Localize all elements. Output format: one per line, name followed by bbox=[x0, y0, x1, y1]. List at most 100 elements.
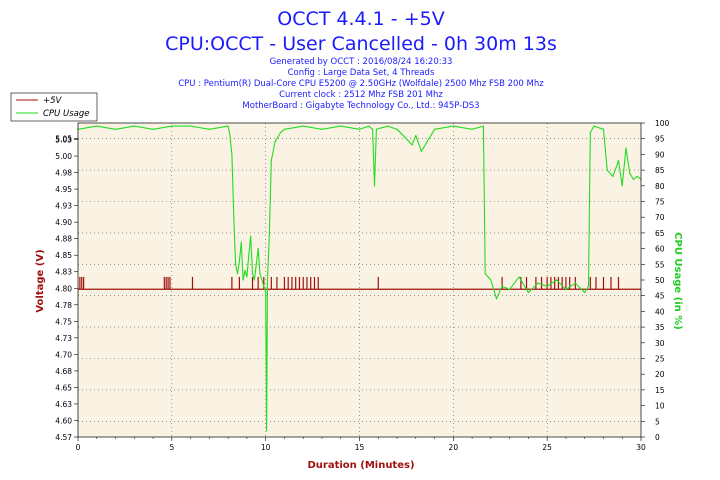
cpu-usage-point bbox=[340, 125, 342, 127]
y-right-tick-label: 15 bbox=[655, 386, 665, 395]
x-tick-label: 5 bbox=[169, 443, 174, 452]
y-right-tick-label: 5 bbox=[655, 417, 660, 426]
cpu-usage-point bbox=[426, 141, 428, 143]
y-left-tick-label: 4.63 bbox=[55, 400, 72, 409]
cpu-usage-point bbox=[235, 263, 237, 265]
cpu-usage-point bbox=[565, 288, 567, 291]
cpu-usage-point bbox=[266, 279, 269, 281]
y-left-tick-label: 4.75 bbox=[55, 317, 72, 326]
y-left-tick-label: 4.73 bbox=[55, 334, 72, 343]
cpu-usage-point bbox=[495, 298, 498, 300]
cpu-usage-point bbox=[621, 185, 623, 187]
cpu-usage-point bbox=[171, 125, 173, 127]
cpu-usage-point bbox=[405, 138, 408, 140]
cpu-usage-point bbox=[537, 282, 539, 284]
cpu-usage-point bbox=[625, 147, 627, 149]
cpu-usage-point bbox=[471, 128, 473, 130]
cpu-usage-point bbox=[484, 273, 486, 275]
cpu-usage-point bbox=[433, 128, 436, 130]
cpu-usage-point bbox=[265, 291, 267, 294]
legend: +5V CPU Usage bbox=[10, 92, 98, 122]
cpu-usage-point bbox=[190, 125, 192, 127]
cpu-usage-point bbox=[114, 128, 117, 130]
y-right-tick-label: 65 bbox=[655, 229, 665, 238]
x-tick-label: 20 bbox=[449, 443, 459, 452]
y-right-tick-label: 50 bbox=[655, 276, 665, 285]
y-left-tick-label: 4.90 bbox=[55, 218, 72, 227]
cpu-usage-point bbox=[584, 291, 586, 294]
cpu-usage-point bbox=[251, 273, 254, 275]
cpu-usage-point bbox=[133, 125, 135, 127]
y-right-tick-label: 45 bbox=[655, 292, 665, 301]
cpu-usage-point bbox=[229, 134, 231, 137]
y-right-tick-label: 40 bbox=[655, 307, 665, 316]
x-tick-label: 30 bbox=[636, 443, 646, 452]
cpu-usage-point bbox=[546, 285, 548, 287]
y-right-tick-label: 100 bbox=[655, 119, 670, 128]
y-left-tick-label: 5.05 bbox=[55, 135, 72, 144]
y-left-tick-label: 4.70 bbox=[55, 350, 72, 359]
cpu-usage-point bbox=[96, 125, 98, 127]
cpu-usage-point bbox=[629, 172, 631, 174]
cpu-usage-point bbox=[263, 285, 265, 287]
info-line-motherboard: MotherBoard : Gigabyte Technology Co., L… bbox=[242, 101, 479, 111]
cpu-usage-point bbox=[244, 269, 246, 272]
cpu-usage-point bbox=[238, 260, 240, 262]
cpu-usage-point bbox=[482, 125, 484, 127]
cpu-usage-point bbox=[420, 150, 423, 152]
y-left-tick-label: 4.88 bbox=[55, 235, 72, 244]
info-line-cpu: CPU : Pentium(R) Dual-Core CPU E5200 @ 2… bbox=[178, 79, 544, 89]
legend-box bbox=[10, 92, 98, 122]
cpu-usage-point bbox=[253, 279, 256, 281]
x-axis-label: Duration (Minutes) bbox=[307, 460, 414, 471]
y-left-tick-label: 5.03 bbox=[55, 136, 72, 145]
y-left-tick-label: 4.57 bbox=[55, 433, 72, 442]
cpu-usage-point bbox=[274, 141, 276, 143]
y-right-tick-label: 75 bbox=[655, 198, 665, 207]
info-line-generated: Generated by OCCT : 2016/08/24 16:20:33 bbox=[270, 57, 453, 67]
y-left-tick-label: 4.93 bbox=[55, 202, 72, 211]
x-axis-ticks: 0 5 10 15 20 25 30 bbox=[76, 437, 646, 452]
cpu-usage-point bbox=[518, 276, 520, 278]
cpu-usage-point bbox=[248, 254, 250, 256]
cpu-usage-point bbox=[231, 153, 233, 155]
cpu-usage-point bbox=[250, 235, 252, 237]
y-left-axis-ticks: 5.055.03 5.00 4.98 4.95 4.93 4.90 4.88 4.85 4.83… bbox=[55, 135, 78, 442]
x-tick-label: 0 bbox=[76, 443, 81, 452]
cpu-usage-point bbox=[555, 279, 558, 281]
x-tick-label: 15 bbox=[355, 443, 365, 452]
y-right-tick-label: 90 bbox=[655, 150, 665, 159]
cpu-usage-point bbox=[270, 160, 272, 162]
cpu-usage-point bbox=[257, 248, 259, 250]
x-tick-label: 10 bbox=[261, 443, 271, 452]
y-right-tick-label: 30 bbox=[655, 339, 665, 348]
cpu-usage-point bbox=[411, 144, 413, 146]
cpu-usage-point bbox=[242, 279, 244, 281]
legend-label-voltage: +5V bbox=[43, 96, 63, 106]
cpu-usage-point bbox=[632, 178, 635, 181]
cpu-usage-point bbox=[268, 232, 271, 234]
y-left-tick-label: 4.78 bbox=[55, 301, 72, 310]
x-tick-label: 25 bbox=[542, 443, 552, 452]
cpu-usage-point bbox=[236, 273, 239, 275]
cpu-usage-point bbox=[283, 128, 286, 130]
cpu-usage-point bbox=[593, 125, 595, 127]
y-right-axis-label: CPU Usage (in %) bbox=[672, 232, 683, 330]
legend-label-cpu: CPU Usage bbox=[43, 109, 89, 119]
cpu-usage-point bbox=[415, 134, 417, 137]
cpu-usage-point bbox=[375, 128, 377, 130]
cpu-usage-point bbox=[358, 128, 361, 130]
y-left-tick-label: 4.83 bbox=[55, 268, 72, 277]
cpu-usage-point bbox=[396, 128, 398, 130]
cpu-usage-point bbox=[612, 175, 614, 177]
cpu-usage-point bbox=[261, 279, 263, 281]
y-left-tick-label: 4.80 bbox=[55, 284, 72, 293]
y-left-tick-label: 4.85 bbox=[55, 251, 72, 260]
y-right-axis-ticks: 1009590858075706560555045403530252015105… bbox=[641, 119, 670, 442]
series-cpu-usage bbox=[77, 125, 642, 432]
cpu-usage-point bbox=[606, 169, 608, 171]
info-line-clock: Current clock : 2512 Mhz FSB 201 Mhz bbox=[279, 90, 443, 100]
cpu-usage-point bbox=[227, 125, 229, 127]
y-right-tick-label: 80 bbox=[655, 182, 665, 191]
